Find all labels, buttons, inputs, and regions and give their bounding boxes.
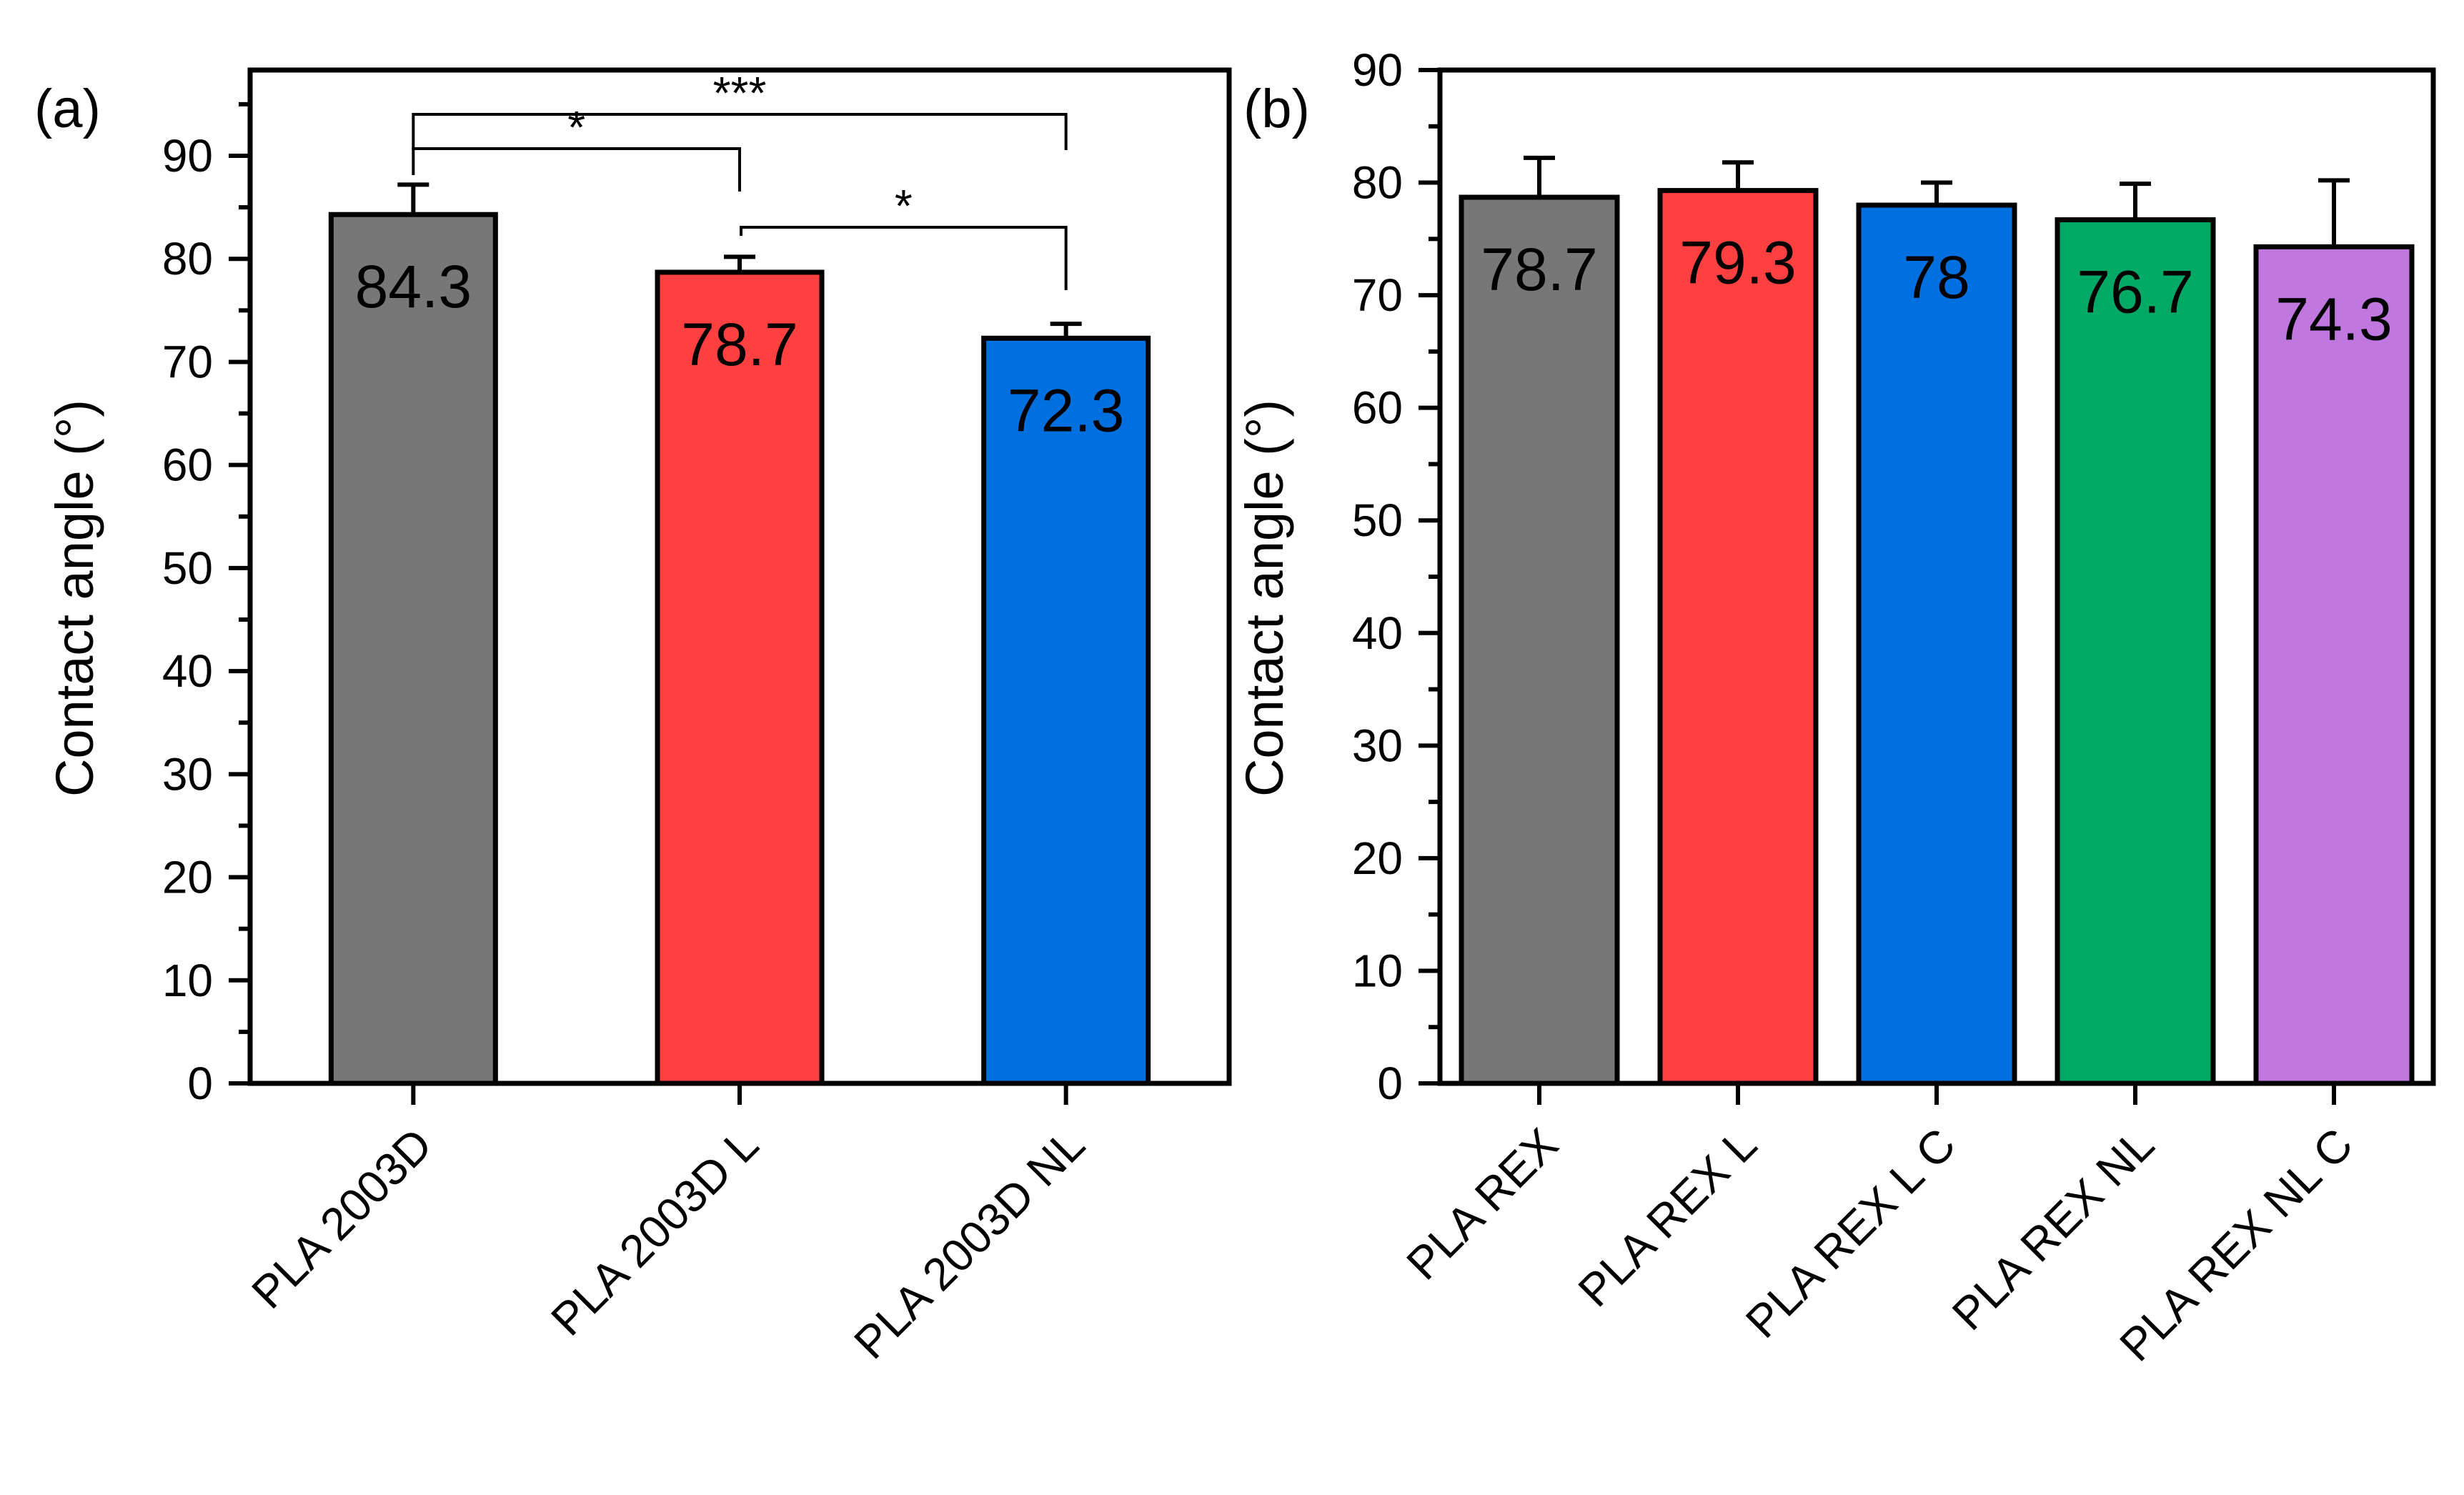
y-tick-label: 20 (162, 852, 213, 903)
y-tick-label: 80 (162, 233, 213, 284)
chart-panel-a: 0 10 20 30 40 50 60 70 80 90 Contact angle (°) (a) 8… (34, 67, 1232, 1369)
y-tick-label: 40 (162, 645, 213, 697)
y-tick-label: 60 (162, 439, 213, 491)
chart-panel-b: 0 10 20 30 40 50 60 70 80 90 Contact angle (°) (b) 7… (1235, 44, 2436, 1371)
y-tick-label: 40 (1352, 607, 1403, 659)
y-tick-label: 70 (162, 336, 213, 387)
y-tick-label: 90 (162, 130, 213, 182)
y-axis-title: Contact angle (°) (1235, 399, 1294, 797)
significance-label: *** (713, 67, 767, 119)
y-tick-label: 50 (1352, 495, 1403, 546)
bar-value-label: 78 (1903, 244, 1969, 311)
bar-value-label: 72.3 (1008, 377, 1125, 444)
bar (655, 269, 825, 1086)
x-category-label: PLA REX L (1569, 1118, 1767, 1316)
y-tick-label: 80 (1352, 157, 1403, 209)
x-category-label: PLA 2003D (242, 1118, 442, 1318)
significance-label: * (567, 101, 585, 153)
y-tick-label: 10 (162, 955, 213, 1006)
y-tick-label: 60 (1352, 382, 1403, 434)
bar (981, 335, 1151, 1086)
x-category-label: PLA 2003D L (541, 1118, 768, 1346)
bar-value-label: 79.3 (1679, 229, 1797, 297)
x-category-label: PLA REX L C (1736, 1118, 1965, 1348)
significance-bracket (740, 226, 1068, 290)
y-tick-label: 70 (1352, 269, 1403, 321)
bar (328, 212, 498, 1086)
x-category-label: PLA 2003D NL (844, 1118, 1094, 1369)
bar (2055, 217, 2216, 1086)
y-tick-label: 30 (162, 748, 213, 800)
y-tick-label: 20 (1352, 833, 1403, 884)
significance-label: * (895, 180, 913, 232)
y-tick-label: 50 (162, 542, 213, 594)
significance-bracket (412, 147, 741, 192)
y-tick-label: 10 (1352, 945, 1403, 996)
bar-value-label: 78.7 (681, 311, 798, 378)
y-tick-label: 90 (1352, 44, 1403, 96)
bar-value-label: 78.7 (1481, 236, 1598, 303)
x-category-label: PLA REX NL (1942, 1118, 2164, 1340)
significance-bracket (412, 113, 1068, 150)
y-tick-label: 0 (1377, 1058, 1403, 1109)
bar-value-label: 76.7 (2077, 259, 2194, 326)
bar-value-label: 84.3 (355, 253, 472, 320)
bar (1856, 202, 2017, 1086)
y-tick-label: 30 (1352, 720, 1403, 771)
bar (1459, 194, 1620, 1086)
x-category-label: PLA REX (1396, 1118, 1568, 1290)
bar-value-label: 74.3 (2275, 285, 2393, 352)
bar (2253, 244, 2415, 1086)
panel-label: (b) (1243, 79, 1310, 139)
panel-label: (a) (34, 79, 101, 139)
y-axis-title: Contact angle (°) (45, 399, 104, 797)
bar (1657, 188, 1819, 1086)
y-tick-label: 0 (187, 1058, 213, 1109)
